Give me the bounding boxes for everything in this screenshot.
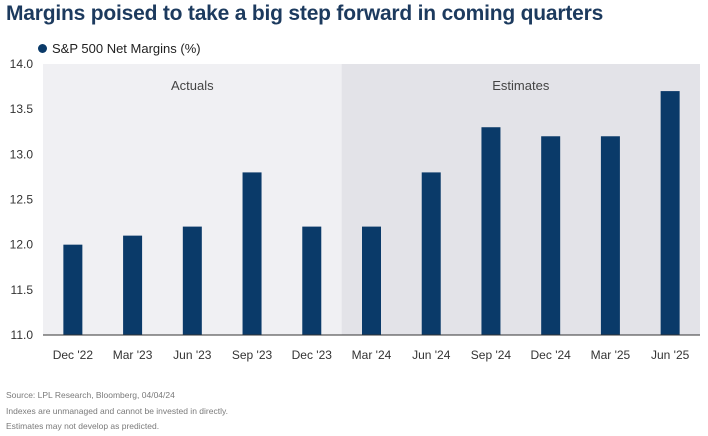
bar: [421, 172, 441, 335]
region-label: Actuals: [171, 78, 214, 93]
x-tick-label: Dec '24: [531, 348, 572, 362]
footnotes: Source: LPL Research, Bloomberg, 04/04/2…: [6, 388, 228, 435]
x-tick-label: Dec '22: [53, 348, 94, 362]
bar: [600, 136, 620, 335]
x-tick-label: Jun '23: [173, 348, 212, 362]
bar: [302, 226, 322, 335]
bar: [63, 244, 83, 335]
bar: [481, 127, 501, 335]
bar: [362, 226, 381, 335]
legend: S&P 500 Net Margins (%): [38, 41, 201, 56]
bar: [123, 235, 143, 335]
region-background: [341, 64, 700, 335]
x-tick-label: Dec '23: [292, 348, 333, 362]
bar: [242, 172, 262, 335]
x-tick-label: Mar '24: [352, 348, 392, 362]
source-note: Source: LPL Research, Bloomberg, 04/04/2…: [6, 390, 175, 400]
bar: [541, 136, 561, 335]
x-tick-label: Jun '24: [412, 348, 451, 362]
estimates-note: Estimates may not develop as predicted.: [6, 421, 160, 431]
bar: [660, 91, 680, 335]
x-tick-label: Jun '25: [651, 348, 690, 362]
y-tick-label: 14.0: [10, 57, 34, 71]
y-tick-label: 12.0: [10, 238, 34, 252]
y-tick-label: 13.0: [10, 147, 34, 161]
legend-marker: [38, 44, 47, 53]
y-tick-label: 12.5: [10, 193, 34, 207]
region-label: Estimates: [492, 78, 550, 93]
legend-label: S&P 500 Net Margins (%): [52, 41, 201, 56]
y-tick-label: 13.5: [10, 102, 34, 116]
x-tick-label: Sep '24: [471, 348, 512, 362]
x-tick-label: Mar '23: [113, 348, 153, 362]
disclaimer-note: Indexes are unmanaged and cannot be inve…: [6, 405, 228, 416]
x-tick-label: Mar '25: [591, 348, 631, 362]
bar-chart: Actuals Estimates 11.0 11.5 12.0 12.5 13.0 13.5…: [10, 57, 700, 362]
chart-title: Margins poised to take a big step forwar…: [6, 2, 604, 25]
x-tick-label: Sep '23: [232, 348, 273, 362]
bar: [182, 226, 202, 335]
y-tick-label: 11.5: [11, 283, 34, 297]
y-tick-label: 11.0: [11, 328, 34, 342]
